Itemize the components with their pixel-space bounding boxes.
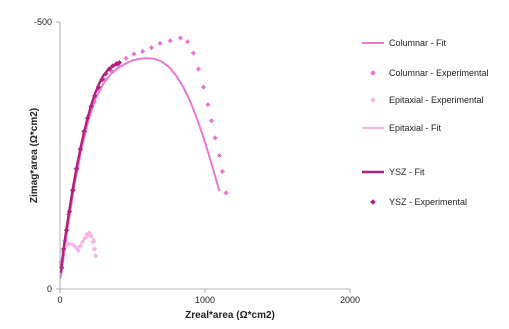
data-point bbox=[116, 59, 123, 66]
legend-label: Columnar - Experimental bbox=[389, 68, 489, 78]
data-point bbox=[131, 51, 137, 57]
legend-label: YSZ - Experimental bbox=[389, 197, 467, 207]
data-point bbox=[86, 230, 92, 236]
x-tick-label: 2000 bbox=[340, 295, 360, 305]
legend-swatch-marker bbox=[370, 199, 376, 205]
legend-label: YSZ - Fit bbox=[389, 167, 425, 177]
data-point bbox=[205, 102, 211, 108]
data-point bbox=[216, 152, 223, 159]
data-point bbox=[61, 246, 67, 252]
x-axis-title: Zreal*area (Ω*cm2) bbox=[185, 310, 275, 321]
legend-label: Columnar - Fit bbox=[389, 38, 447, 48]
data-point bbox=[185, 39, 191, 45]
data-point bbox=[148, 45, 154, 51]
data-point bbox=[167, 38, 173, 44]
data-point bbox=[81, 128, 87, 135]
data-point bbox=[75, 247, 81, 254]
data-point bbox=[106, 66, 112, 72]
data-point bbox=[200, 84, 207, 90]
legend-label: Epitaxial - Fit bbox=[389, 123, 442, 133]
legend: Columnar - Fit Columnar - Experimental Epi… bbox=[362, 38, 489, 207]
data-point bbox=[195, 66, 202, 72]
data-point bbox=[223, 190, 229, 196]
x-tick-label: 0 bbox=[57, 295, 62, 305]
y-tick-label: -500 bbox=[34, 17, 52, 27]
data-point bbox=[95, 84, 102, 90]
legend-swatch-marker bbox=[370, 70, 376, 76]
data-point bbox=[157, 40, 163, 46]
data-point bbox=[102, 77, 108, 83]
data-point bbox=[91, 246, 98, 252]
data-point bbox=[110, 63, 116, 69]
data-point bbox=[77, 146, 83, 152]
legend-swatch-marker bbox=[370, 97, 376, 103]
data-point bbox=[212, 135, 218, 141]
data-point bbox=[190, 50, 196, 56]
ticks: 0 1000 2000 0 -500 bbox=[34, 17, 360, 305]
series-3 bbox=[59, 234, 97, 266]
data-point bbox=[140, 48, 146, 54]
data-point bbox=[208, 118, 215, 124]
series-0 bbox=[59, 57, 221, 279]
data-point bbox=[84, 115, 91, 121]
y-tick-label: 0 bbox=[47, 284, 52, 294]
data-point bbox=[66, 208, 73, 215]
data-point bbox=[74, 166, 80, 172]
legend-label: Epitaxial - Experimental bbox=[389, 95, 484, 105]
plot-area bbox=[58, 35, 229, 279]
data-point bbox=[63, 227, 70, 233]
data-point bbox=[219, 168, 225, 175]
data-point bbox=[103, 71, 109, 77]
series-5 bbox=[58, 59, 123, 271]
x-tick-label: 1000 bbox=[195, 295, 215, 305]
y-axis-title: Zimag*area (Ω*cm2) bbox=[29, 108, 40, 203]
data-point bbox=[177, 35, 183, 41]
data-point bbox=[99, 77, 105, 83]
series-line bbox=[59, 57, 221, 279]
series-line bbox=[59, 234, 97, 266]
data-point bbox=[70, 187, 76, 193]
data-point bbox=[92, 253, 99, 259]
data-point bbox=[123, 55, 129, 61]
data-point bbox=[88, 103, 94, 109]
data-point bbox=[92, 93, 98, 99]
